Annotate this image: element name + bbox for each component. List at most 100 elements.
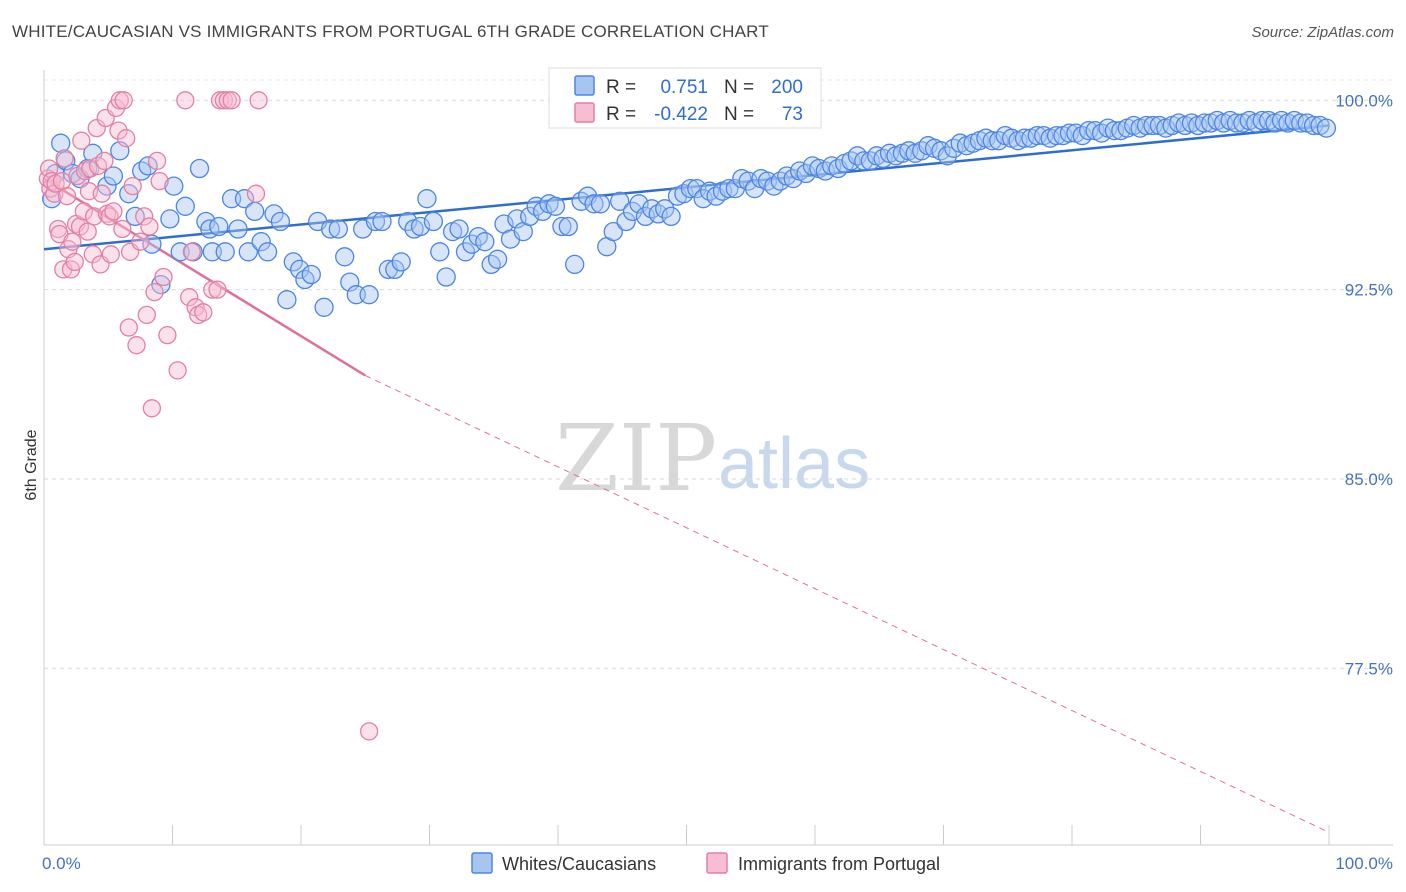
data-point [475,232,495,252]
data-point [209,216,229,237]
y-tick-label: 85.0% [1345,470,1393,489]
data-point [565,254,585,275]
bottom-legend-swatch-whites [471,852,493,874]
data-point [417,189,437,209]
data-point [251,232,271,252]
data-point [123,176,142,196]
data-point [359,722,379,741]
data-point [145,282,164,302]
data-point [55,149,74,168]
watermark-atlas: atlas [718,424,870,504]
legend-r-label-whites: R = [606,77,636,98]
legend-box: R = 0.751 N = 200 R = -0.422 N = 73 [548,67,822,129]
trend-lines [43,124,1330,833]
data-point [340,272,360,292]
data-point [52,171,72,191]
data-point [180,288,199,307]
data-point [449,219,469,239]
data-point [359,285,379,305]
data-point [189,305,208,325]
data-point [455,242,476,262]
bottom-legend-swatch-portugal [706,852,728,874]
bottom-legend-label-portugal: Immigrants from Portugal [738,854,940,874]
data-point [158,325,177,345]
data-point [468,226,488,247]
data-point [154,267,173,287]
data-point [110,91,129,110]
legend-swatch-whites [574,75,595,96]
data-point [436,267,456,287]
data-point [109,121,128,140]
data-point [51,133,71,153]
data-point [290,259,310,280]
data-point [481,254,501,275]
data-point [264,204,284,224]
legend-n-label-whites: N = [724,77,754,98]
source-credit: Source: ZipAtlas.com [1251,24,1394,41]
data-point [194,303,213,322]
data-point [301,264,321,285]
data-point [113,219,132,239]
data-point [1316,118,1337,138]
data-point [140,217,159,236]
data-point [117,129,136,148]
x-tick-label-max: 100.0% [1335,854,1393,873]
data-point [65,252,84,272]
data-point [680,178,701,199]
data-point [246,184,266,203]
data-point [228,219,248,239]
data-point [95,151,114,171]
legend-r-value-portugal: -0.422 [654,104,708,125]
legend-r-value-whites: 0.751 [660,77,708,98]
data-point [222,91,241,110]
trend-line-whites [43,124,1330,251]
legend-n-label-portugal: N = [724,104,754,125]
data-point [328,219,348,239]
data-point [295,269,315,290]
data-point [104,202,123,221]
data-point [584,194,604,214]
data-point [92,184,111,203]
data-point [175,196,195,216]
data-point [138,156,158,176]
axes [43,70,1393,846]
data-point [277,290,297,310]
data-point [661,206,681,227]
series-whites-points [42,110,1337,317]
data-point [603,221,623,242]
data-point [74,202,93,221]
data-point [257,242,278,262]
y-tick-label: 77.5% [1345,659,1393,678]
data-point [558,216,578,237]
x-tick-label-min: 0.0% [42,854,81,873]
data-point [168,361,187,380]
trend-line-portugal [43,177,366,377]
data-point [164,176,184,196]
data-point [176,91,195,110]
data-point [147,151,167,171]
data-point [132,161,152,181]
data-point [385,259,405,280]
y-axis-label: 6th Grade [23,429,40,500]
data-point [127,336,146,355]
data-point [1072,125,1092,146]
data-point [320,219,341,239]
data-point [629,194,649,214]
data-point [215,242,235,262]
data-point [552,216,572,237]
data-point [764,176,784,196]
chart-title: WHITE/CAUCASIAN VS IMMIGRANTS FROM PORTU… [12,22,769,41]
data-point [101,245,120,264]
y-tick-label: 92.5% [1345,281,1393,300]
trend-line-portugal-extension [365,375,1330,833]
data-point [655,199,675,219]
data-point [335,247,355,267]
data-point [214,91,234,110]
data-point [423,211,444,232]
data-point [238,242,258,262]
data-point [245,201,265,222]
data-point [937,146,958,166]
data-point [160,209,180,229]
data-point [182,242,201,261]
